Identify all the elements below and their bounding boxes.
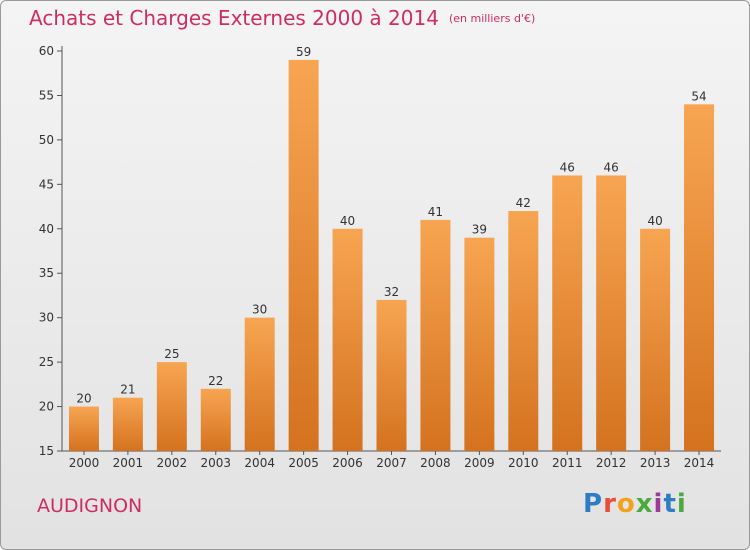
y-tick-label: 45 <box>39 177 54 191</box>
data-label: 46 <box>604 160 619 174</box>
bar <box>112 397 143 451</box>
bar <box>420 219 451 451</box>
x-tick-label: 2007 <box>376 456 407 470</box>
data-label: 20 <box>76 392 91 406</box>
x-tick-label: 2000 <box>69 456 100 470</box>
bar <box>464 237 495 451</box>
bar <box>68 406 99 451</box>
x-tick-label: 2009 <box>464 456 495 470</box>
y-tick-label: 35 <box>39 266 54 280</box>
x-tick-label: 2005 <box>288 456 319 470</box>
bar <box>640 228 671 451</box>
chart-unit: (en milliers d'€) <box>448 12 536 25</box>
bar <box>596 175 627 451</box>
data-label: 30 <box>252 303 267 317</box>
proxiti-logo: Proxiti <box>583 489 687 519</box>
data-label: 46 <box>560 160 575 174</box>
data-label: 39 <box>472 223 487 237</box>
y-tick-label: 25 <box>39 355 54 369</box>
data-label: 54 <box>691 89 706 103</box>
data-label: 22 <box>208 374 223 388</box>
bar <box>156 362 187 451</box>
y-tick-label: 30 <box>39 311 54 325</box>
data-label: 42 <box>516 196 531 210</box>
data-label: 21 <box>120 383 135 397</box>
bar <box>684 104 715 451</box>
data-label: 41 <box>428 205 443 219</box>
data-label: 59 <box>296 45 311 59</box>
x-tick-label: 2013 <box>640 456 671 470</box>
x-tick-label: 2008 <box>420 456 451 470</box>
town-name: AUDIGNON <box>37 495 143 517</box>
x-tick-label: 2006 <box>332 456 363 470</box>
data-label: 40 <box>340 214 355 228</box>
x-tick-label: 2001 <box>113 456 144 470</box>
x-tick-label: 2004 <box>244 456 275 470</box>
x-tick-label: 2010 <box>508 456 539 470</box>
bar <box>376 299 407 451</box>
bar <box>508 211 539 451</box>
y-tick-label: 55 <box>39 88 54 102</box>
x-tick-label: 2002 <box>157 456 188 470</box>
x-tick-label: 2012 <box>596 456 627 470</box>
chart-title: Achats et Charges Externes 2000 à 2014 (e… <box>29 6 535 30</box>
y-tick-label: 60 <box>39 44 54 58</box>
bar <box>288 59 319 452</box>
data-label: 40 <box>647 214 662 228</box>
y-tick-label: 50 <box>39 133 54 147</box>
bar <box>200 388 231 451</box>
x-tick-label: 2003 <box>200 456 231 470</box>
x-tick-label: 2011 <box>552 456 583 470</box>
bar <box>552 175 583 451</box>
x-tick-label: 2014 <box>684 456 715 470</box>
bar <box>244 317 275 451</box>
y-tick-label: 40 <box>39 222 54 236</box>
data-label: 25 <box>164 347 179 361</box>
data-label: 32 <box>384 285 399 299</box>
chart-title-text: Achats et Charges Externes 2000 à 2014 <box>29 6 439 30</box>
y-tick-label: 15 <box>39 444 54 458</box>
y-tick-label: 20 <box>39 400 54 414</box>
bar <box>332 228 363 451</box>
